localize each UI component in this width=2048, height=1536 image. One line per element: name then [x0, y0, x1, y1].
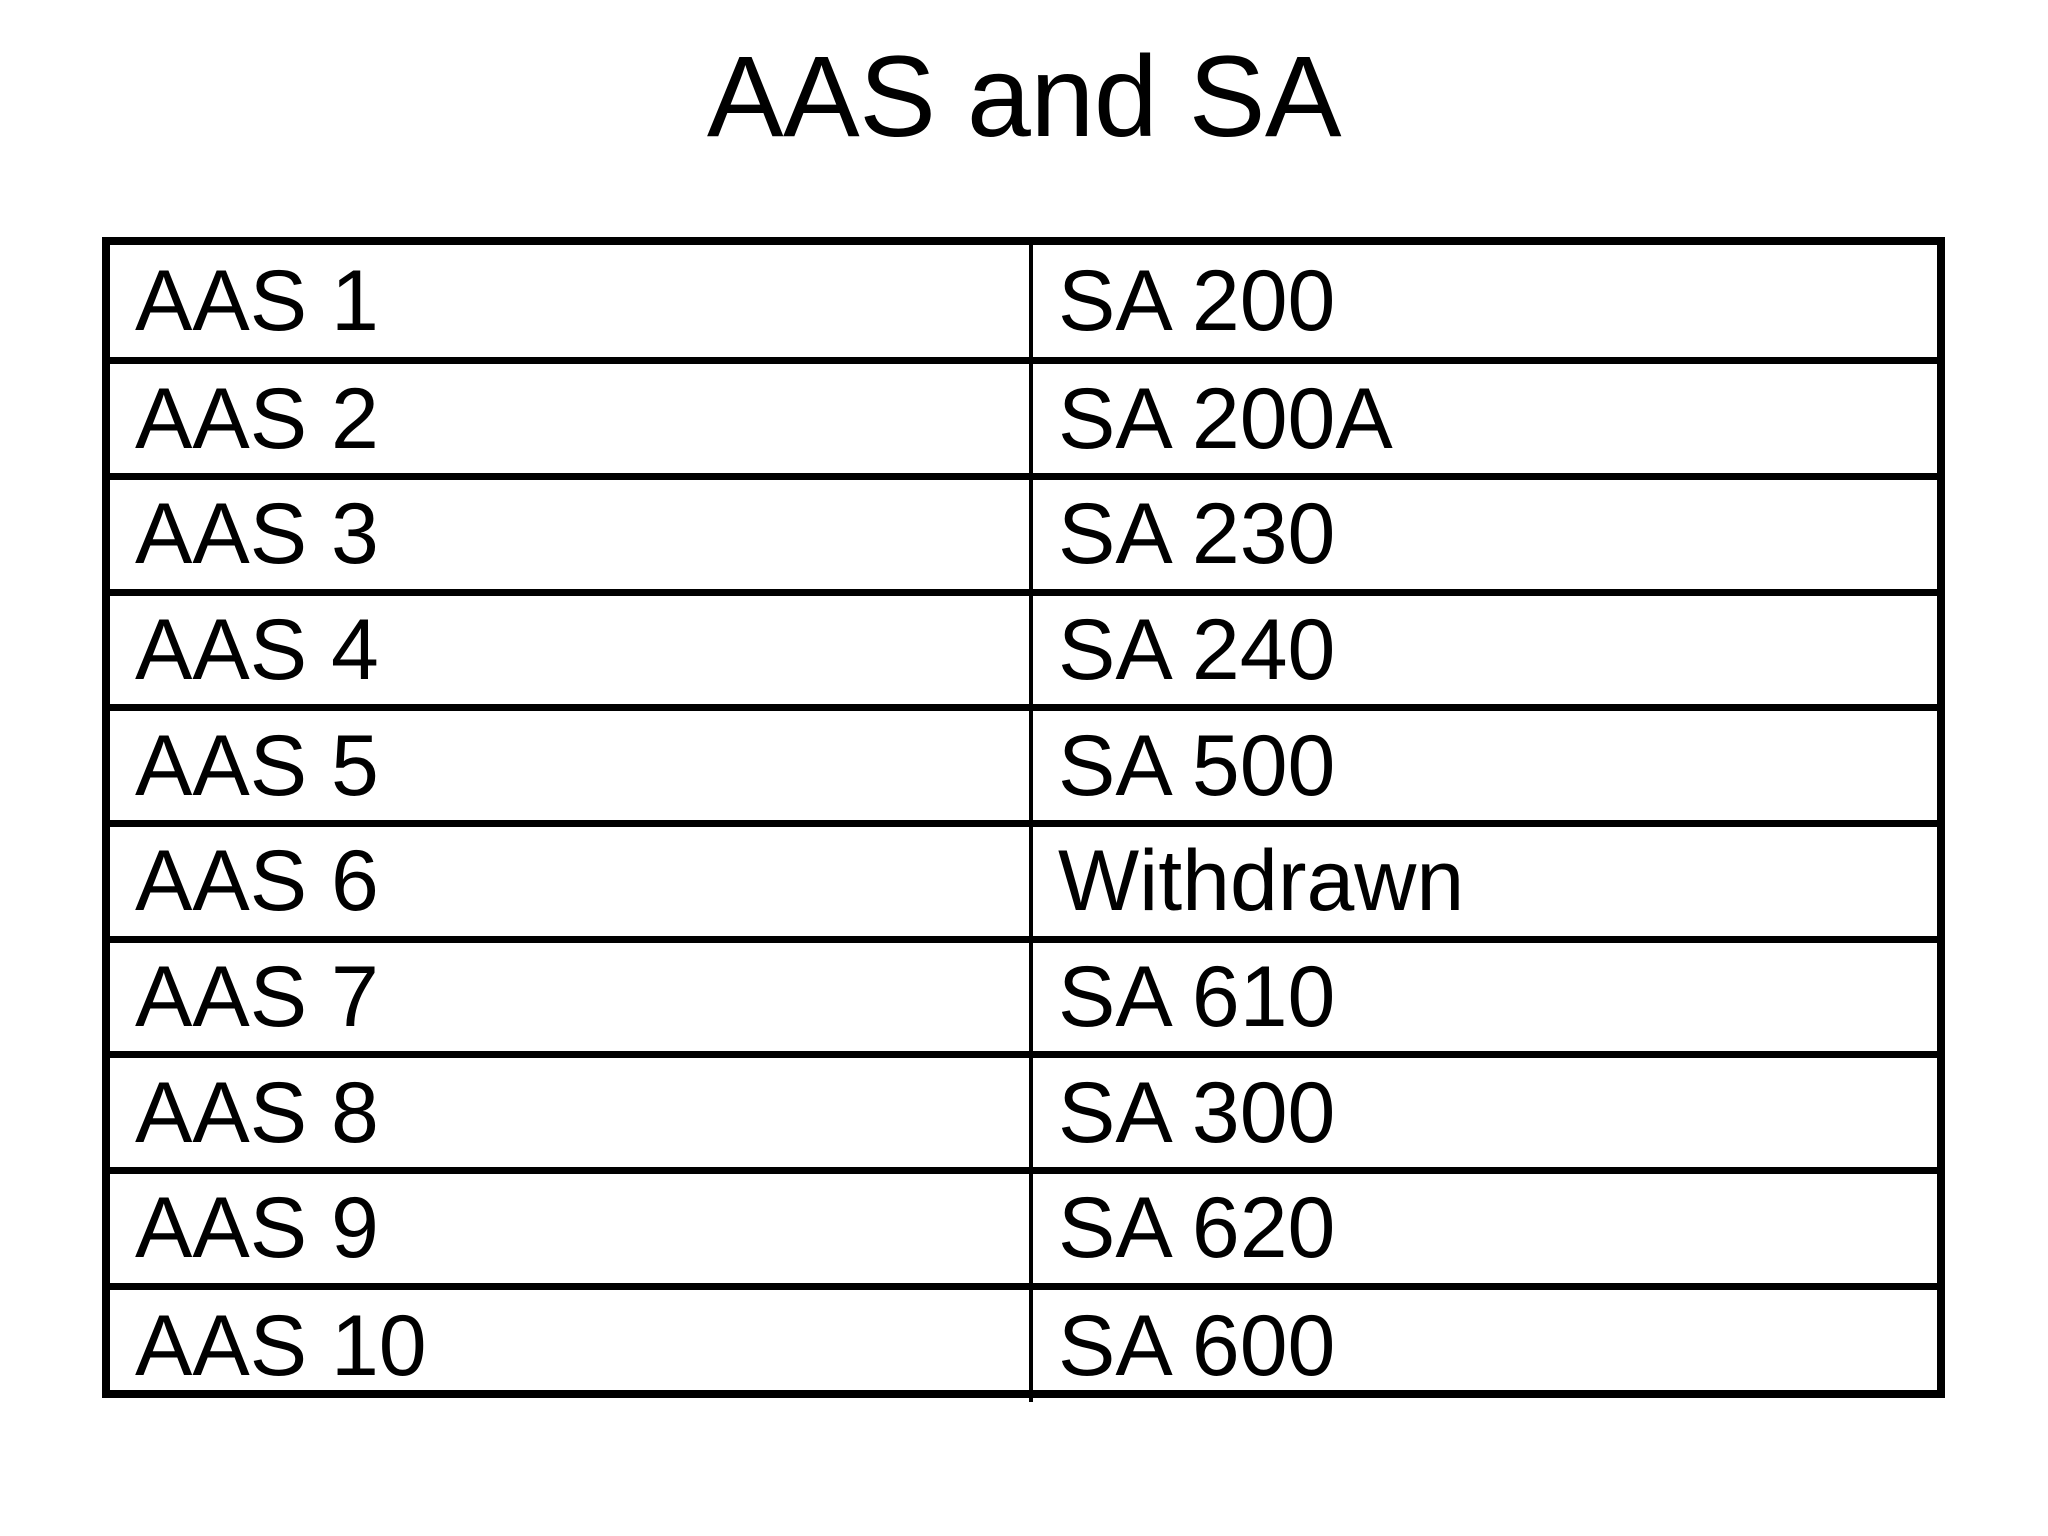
cell-sa: SA 200 — [1031, 245, 1937, 365]
cell-sa: SA 200A — [1031, 360, 1937, 480]
cell-aas: AAS 2 — [110, 360, 1033, 480]
cell-aas: AAS 10 — [110, 1286, 1033, 1402]
page-title: AAS and SA — [706, 33, 1342, 161]
cell-aas: AAS 6 — [110, 823, 1033, 943]
table-row: AAS 2 SA 200A — [110, 360, 1937, 480]
cell-sa: SA 600 — [1058, 1297, 1336, 1394]
table-row: AAS 9 SA 620 — [110, 1170, 1937, 1290]
cell-sa: SA 300 — [1031, 1054, 1937, 1174]
table-row: AAS 7 SA 610 — [110, 939, 1937, 1059]
table-row: AAS 10 SA 600 — [110, 1286, 1937, 1402]
table-row: AAS 5 SA 500 — [110, 707, 1937, 827]
cell-sa: SA 620 — [1031, 1170, 1937, 1290]
cell-aas: AAS 7 — [110, 939, 1033, 1059]
table-row: AAS 1 SA 200 — [110, 245, 1937, 365]
table-row: AAS 3 SA 230 — [110, 476, 1937, 596]
cell-aas: AAS 9 — [110, 1170, 1033, 1290]
mapping-table-container: AAS 1 SA 200 AAS 2 SA 200A AAS 3 SA 230 … — [102, 237, 1945, 1402]
aas-to-sa-mapping-table: AAS 1 SA 200 AAS 2 SA 200A AAS 3 SA 230 … — [110, 245, 1937, 1402]
cell-aas: AAS 1 — [110, 245, 1033, 365]
cell-sa: SA 500 — [1031, 707, 1937, 827]
cell-sa: SA 230 — [1031, 476, 1937, 596]
cell-sa: SA 240 — [1031, 592, 1937, 712]
table-body: AAS 1 SA 200 AAS 2 SA 200A AAS 3 SA 230 … — [110, 245, 1937, 1402]
table-row: AAS 6 Withdrawn — [110, 823, 1937, 943]
cell-aas: AAS 3 — [110, 476, 1033, 596]
table-row: AAS 8 SA 300 — [110, 1054, 1937, 1174]
cell-sa: SA 610 — [1031, 939, 1937, 1059]
table-row: AAS 4 SA 240 — [110, 592, 1937, 712]
cell-aas: AAS 4 — [110, 592, 1033, 712]
cell-aas: AAS 5 — [110, 707, 1033, 827]
cell-aas: AAS 8 — [110, 1054, 1033, 1174]
cell-sa: Withdrawn — [1031, 823, 1937, 943]
